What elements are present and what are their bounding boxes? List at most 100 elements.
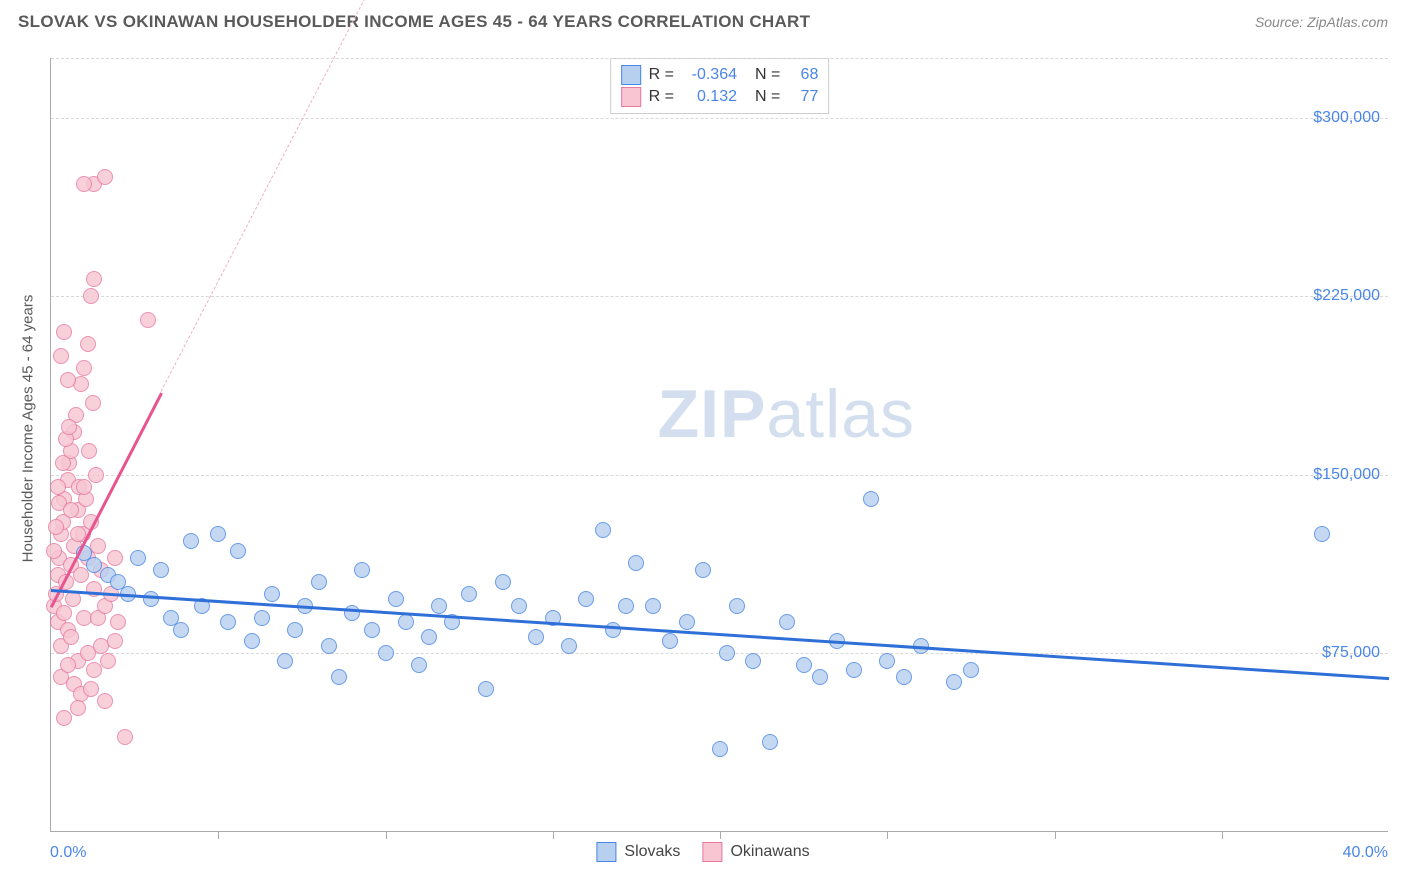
data-point-slovaks: [605, 622, 621, 638]
data-point-okinawans: [63, 502, 79, 518]
data-point-slovaks: [495, 574, 511, 590]
x-axis-max-label: 40.0%: [1343, 844, 1388, 862]
x-axis-min-label: 0.0%: [50, 844, 86, 862]
stat-n-label: N =: [755, 88, 780, 106]
data-point-okinawans: [88, 467, 104, 483]
data-point-slovaks: [364, 622, 380, 638]
data-point-slovaks: [173, 622, 189, 638]
y-tick-label: $300,000: [1313, 109, 1380, 127]
stat-r-label: R =: [649, 88, 674, 106]
y-axis-title: Householder Income Ages 45 - 64 years: [20, 295, 37, 563]
data-point-slovaks: [595, 522, 611, 538]
data-point-slovaks: [264, 586, 280, 602]
stat-n-value: 68: [788, 66, 818, 84]
data-point-okinawans: [97, 693, 113, 709]
data-point-slovaks: [378, 645, 394, 661]
data-point-slovaks: [846, 662, 862, 678]
data-point-slovaks: [130, 550, 146, 566]
data-point-okinawans: [81, 443, 97, 459]
data-point-slovaks: [398, 614, 414, 630]
legend-swatch: [702, 842, 722, 862]
x-tick: [1055, 831, 1056, 839]
data-point-okinawans: [80, 336, 96, 352]
data-point-slovaks: [695, 562, 711, 578]
data-point-okinawans: [76, 479, 92, 495]
data-point-okinawans: [86, 271, 102, 287]
data-point-slovaks: [511, 598, 527, 614]
series-swatch: [621, 87, 641, 107]
data-point-okinawans: [117, 729, 133, 745]
data-point-okinawans: [83, 288, 99, 304]
data-point-okinawans: [83, 681, 99, 697]
data-point-slovaks: [344, 605, 360, 621]
stat-n-value: 77: [788, 88, 818, 106]
x-tick: [1222, 831, 1223, 839]
data-point-slovaks: [287, 622, 303, 638]
stats-row: R = -0.364 N = 68: [621, 65, 819, 85]
data-point-okinawans: [56, 605, 72, 621]
data-point-slovaks: [628, 555, 644, 571]
x-tick: [887, 831, 888, 839]
data-point-okinawans: [61, 419, 77, 435]
data-point-okinawans: [107, 550, 123, 566]
data-point-slovaks: [618, 598, 634, 614]
data-point-slovaks: [796, 657, 812, 673]
data-point-slovaks: [528, 629, 544, 645]
data-point-slovaks: [220, 614, 236, 630]
data-point-slovaks: [143, 591, 159, 607]
data-point-slovaks: [1314, 526, 1330, 542]
data-point-okinawans: [46, 543, 62, 559]
chart-title: SLOVAK VS OKINAWAN HOUSEHOLDER INCOME AG…: [18, 12, 810, 32]
data-point-okinawans: [107, 633, 123, 649]
stat-r-value: -0.364: [682, 66, 737, 84]
data-point-slovaks: [896, 669, 912, 685]
x-tick: [553, 831, 554, 839]
data-point-slovaks: [354, 562, 370, 578]
legend-label: Slovaks: [624, 843, 680, 861]
data-point-okinawans: [110, 614, 126, 630]
data-point-okinawans: [100, 653, 116, 669]
data-point-slovaks: [230, 543, 246, 559]
stat-n-label: N =: [755, 66, 780, 84]
x-tick: [720, 831, 721, 839]
data-point-slovaks: [729, 598, 745, 614]
data-point-slovaks: [679, 614, 695, 630]
data-point-slovaks: [578, 591, 594, 607]
data-point-okinawans: [140, 312, 156, 328]
gridline: [51, 475, 1388, 476]
data-point-slovaks: [277, 653, 293, 669]
data-point-slovaks: [963, 662, 979, 678]
correlation-stats-box: R = -0.364 N = 68 R = 0.132 N = 77: [610, 58, 830, 114]
data-point-slovaks: [254, 610, 270, 626]
data-point-okinawans: [55, 455, 71, 471]
stat-r-label: R =: [649, 66, 674, 84]
gridline: [51, 118, 1388, 119]
data-point-slovaks: [712, 741, 728, 757]
data-point-slovaks: [421, 629, 437, 645]
legend-item: Okinawans: [702, 842, 809, 862]
data-point-slovaks: [812, 669, 828, 685]
data-point-okinawans: [56, 324, 72, 340]
data-point-slovaks: [244, 633, 260, 649]
data-point-okinawans: [63, 629, 79, 645]
y-tick-label: $150,000: [1313, 466, 1380, 484]
data-point-okinawans: [53, 348, 69, 364]
data-point-okinawans: [76, 360, 92, 376]
data-point-slovaks: [478, 681, 494, 697]
data-point-slovaks: [331, 669, 347, 685]
data-point-okinawans: [97, 169, 113, 185]
data-point-okinawans: [60, 372, 76, 388]
data-point-okinawans: [48, 519, 64, 535]
data-point-slovaks: [762, 734, 778, 750]
data-point-okinawans: [70, 700, 86, 716]
data-point-slovaks: [662, 633, 678, 649]
data-point-okinawans: [50, 479, 66, 495]
y-tick-label: $75,000: [1322, 644, 1380, 662]
legend-item: Slovaks: [596, 842, 680, 862]
data-point-slovaks: [719, 645, 735, 661]
data-point-okinawans: [60, 657, 76, 673]
chart-plot-area: ZIPatlas R =-0.364N =68R =0.132N =77 $75…: [50, 58, 1388, 832]
gridline: [51, 296, 1388, 297]
data-point-okinawans: [76, 176, 92, 192]
stat-r-value: 0.132: [682, 88, 737, 106]
